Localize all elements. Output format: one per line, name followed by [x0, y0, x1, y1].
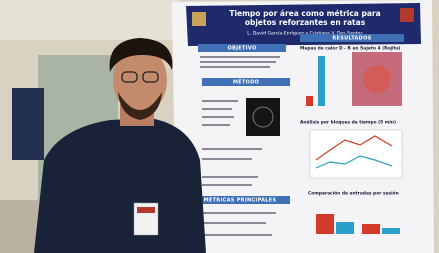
method-image — [246, 98, 280, 136]
text-line — [200, 61, 276, 63]
wall-panel — [12, 88, 44, 160]
figure-caption: Comparación de entradas por sesión — [308, 190, 399, 197]
text-line — [202, 158, 252, 160]
logo — [400, 8, 414, 22]
text-line — [202, 176, 258, 178]
bar — [316, 214, 334, 234]
text-line — [202, 124, 230, 126]
bar — [382, 228, 400, 234]
section-title: OBJETIVO — [227, 46, 256, 52]
page: {"poster": { "title_lines": ["Tiempo por… — [0, 0, 439, 253]
photo: Tiempo por área como métrica para objeto… — [0, 0, 439, 253]
text-line — [202, 148, 262, 150]
figure-caption: Análisis por bloques de tiempo (5 min) — [300, 119, 396, 126]
text-line — [196, 212, 276, 214]
text-line — [200, 56, 280, 58]
text-line — [202, 100, 238, 102]
logo — [192, 12, 206, 26]
text-line — [196, 234, 272, 236]
bar — [336, 222, 354, 234]
bar — [362, 224, 380, 234]
text-line — [202, 108, 232, 110]
section-title: RESULTADOS — [332, 36, 371, 42]
heatmap-hotspot — [363, 65, 391, 93]
bar — [318, 56, 325, 106]
ceiling — [0, 0, 180, 40]
section-title: MÉTRICAS PRINCIPALES — [204, 196, 277, 204]
text-line — [202, 116, 234, 118]
section-title: MÉTODO — [233, 78, 259, 86]
bar — [306, 96, 313, 106]
figure-caption: Mapas de calor D - R en Sujeto 4 (Rojita… — [300, 46, 401, 52]
badge-band — [137, 207, 155, 213]
text-line — [202, 184, 252, 186]
poster-title: objetos reforzantes en ratas — [245, 18, 366, 27]
text-line — [200, 66, 270, 68]
poster-title: Tiempo por área como métrica para — [229, 9, 380, 18]
text-line — [196, 222, 266, 224]
